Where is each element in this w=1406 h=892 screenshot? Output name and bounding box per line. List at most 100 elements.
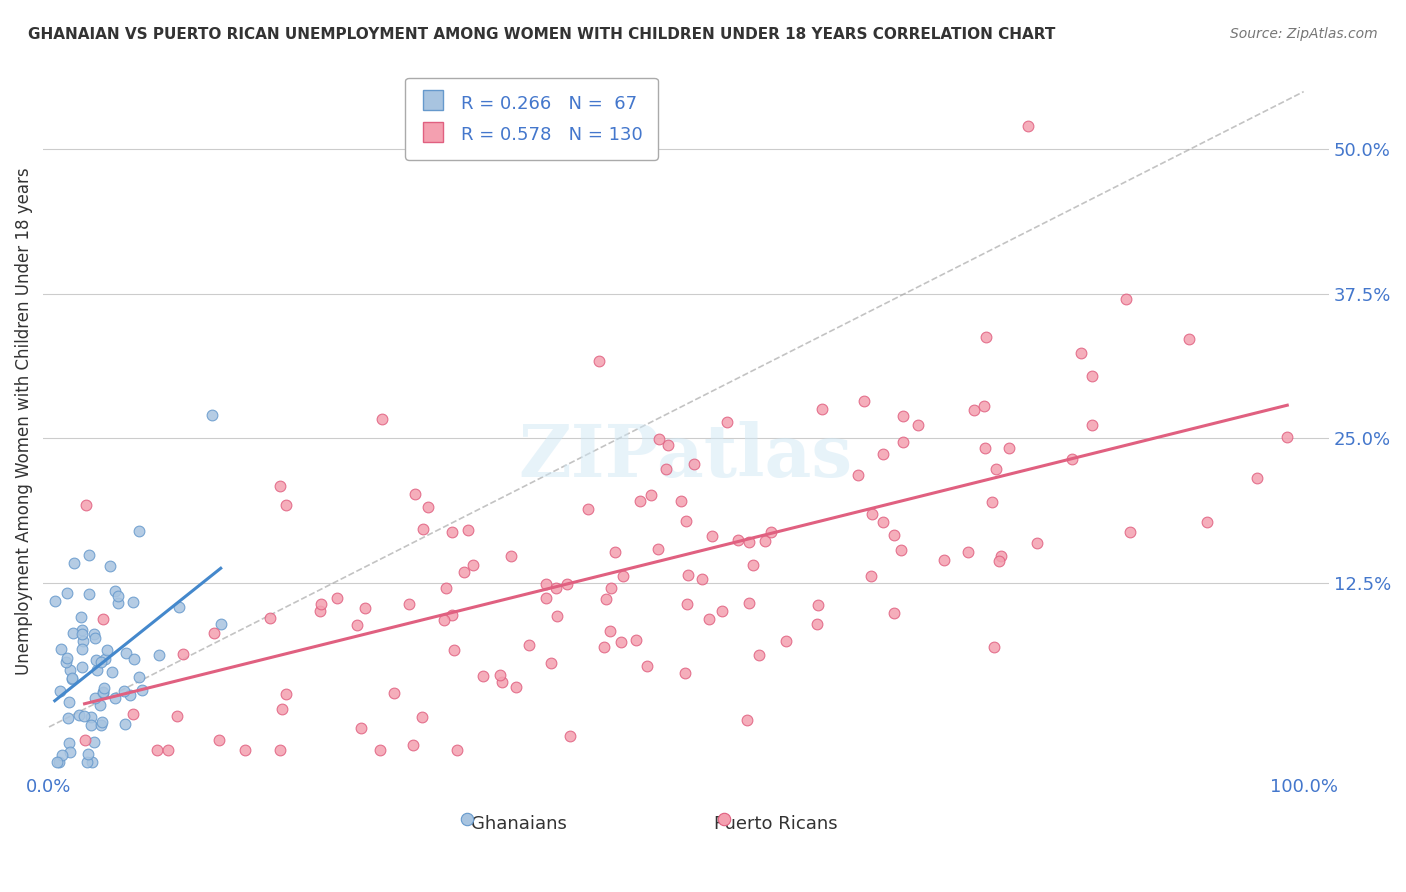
Point bbox=[411, 709, 433, 723]
Point bbox=[107, 596, 129, 610]
Point bbox=[655, 462, 678, 476]
Point bbox=[371, 412, 394, 426]
Point bbox=[675, 598, 697, 612]
Point bbox=[70, 623, 93, 637]
Point bbox=[1080, 369, 1102, 384]
Point bbox=[166, 708, 188, 723]
Legend: R = 0.266   N =  67, R = 0.578   N = 130: R = 0.266 N = 67, R = 0.578 N = 130 bbox=[405, 78, 658, 160]
Point bbox=[433, 613, 456, 627]
Point bbox=[505, 681, 527, 695]
Point bbox=[846, 467, 869, 482]
Point bbox=[131, 682, 153, 697]
Point bbox=[595, 591, 617, 606]
Point bbox=[93, 681, 115, 695]
Point bbox=[974, 330, 997, 344]
Text: ZIPatlas: ZIPatlas bbox=[519, 421, 853, 491]
Point bbox=[599, 582, 621, 596]
Point bbox=[748, 648, 770, 662]
Text: Source: ZipAtlas.com: Source: ZipAtlas.com bbox=[1230, 27, 1378, 41]
Point bbox=[440, 607, 463, 622]
Point bbox=[974, 441, 997, 455]
Point bbox=[775, 633, 797, 648]
Point bbox=[76, 755, 98, 769]
Point bbox=[86, 663, 108, 677]
Point bbox=[269, 479, 291, 493]
Point bbox=[697, 612, 720, 626]
Point bbox=[588, 354, 610, 368]
Point bbox=[463, 558, 485, 572]
Point bbox=[404, 487, 426, 501]
Point bbox=[104, 691, 127, 706]
Point bbox=[891, 409, 914, 423]
Point bbox=[647, 432, 669, 446]
Text: Ghanaians: Ghanaians bbox=[471, 815, 567, 833]
Point bbox=[77, 747, 100, 761]
Point bbox=[453, 565, 475, 579]
Point bbox=[49, 642, 72, 657]
Point bbox=[703, 795, 725, 809]
Point bbox=[84, 652, 107, 666]
Point bbox=[599, 624, 621, 638]
Point bbox=[963, 403, 986, 417]
Point bbox=[145, 743, 167, 757]
Point bbox=[1060, 451, 1083, 466]
Point bbox=[58, 695, 80, 709]
Point bbox=[96, 643, 118, 657]
Point bbox=[1026, 536, 1049, 550]
Point bbox=[418, 500, 440, 514]
Point bbox=[121, 707, 143, 722]
Point bbox=[443, 643, 465, 657]
Point bbox=[932, 553, 955, 567]
Point bbox=[859, 569, 882, 583]
Point bbox=[45, 755, 67, 769]
Point bbox=[70, 660, 93, 674]
Point bbox=[98, 558, 121, 573]
Point bbox=[860, 508, 883, 522]
Point bbox=[90, 655, 112, 669]
Point bbox=[883, 606, 905, 620]
Point bbox=[77, 586, 100, 600]
Point bbox=[67, 707, 90, 722]
Point bbox=[872, 515, 894, 529]
Point bbox=[576, 501, 599, 516]
Point bbox=[118, 688, 141, 702]
Point bbox=[986, 462, 1008, 476]
Point bbox=[741, 558, 763, 573]
Point bbox=[51, 748, 73, 763]
Point bbox=[592, 640, 614, 654]
Point bbox=[44, 594, 66, 608]
Point bbox=[208, 733, 231, 747]
Point bbox=[91, 685, 114, 699]
Point bbox=[673, 666, 696, 681]
Point bbox=[112, 684, 135, 698]
Point bbox=[124, 652, 146, 666]
Point bbox=[810, 402, 832, 417]
Point bbox=[1115, 292, 1137, 306]
Point bbox=[83, 691, 105, 706]
Point bbox=[557, 577, 579, 591]
Point bbox=[101, 665, 124, 679]
Point bbox=[883, 528, 905, 542]
Point bbox=[610, 635, 633, 649]
Point bbox=[501, 549, 523, 563]
Point bbox=[872, 447, 894, 461]
Point bbox=[489, 667, 512, 681]
Point bbox=[628, 493, 651, 508]
Point bbox=[716, 415, 738, 429]
Point bbox=[156, 743, 179, 757]
Point bbox=[536, 577, 558, 591]
Point bbox=[754, 533, 776, 548]
Point bbox=[91, 715, 114, 730]
Point bbox=[546, 608, 568, 623]
Point bbox=[72, 634, 94, 648]
Point bbox=[70, 627, 93, 641]
Point bbox=[114, 716, 136, 731]
Point bbox=[172, 647, 194, 661]
Point bbox=[690, 572, 713, 586]
Point bbox=[612, 569, 634, 583]
Point bbox=[90, 718, 112, 732]
Point bbox=[201, 408, 224, 422]
Point bbox=[368, 743, 391, 757]
Point bbox=[202, 625, 225, 640]
Point bbox=[83, 627, 105, 641]
